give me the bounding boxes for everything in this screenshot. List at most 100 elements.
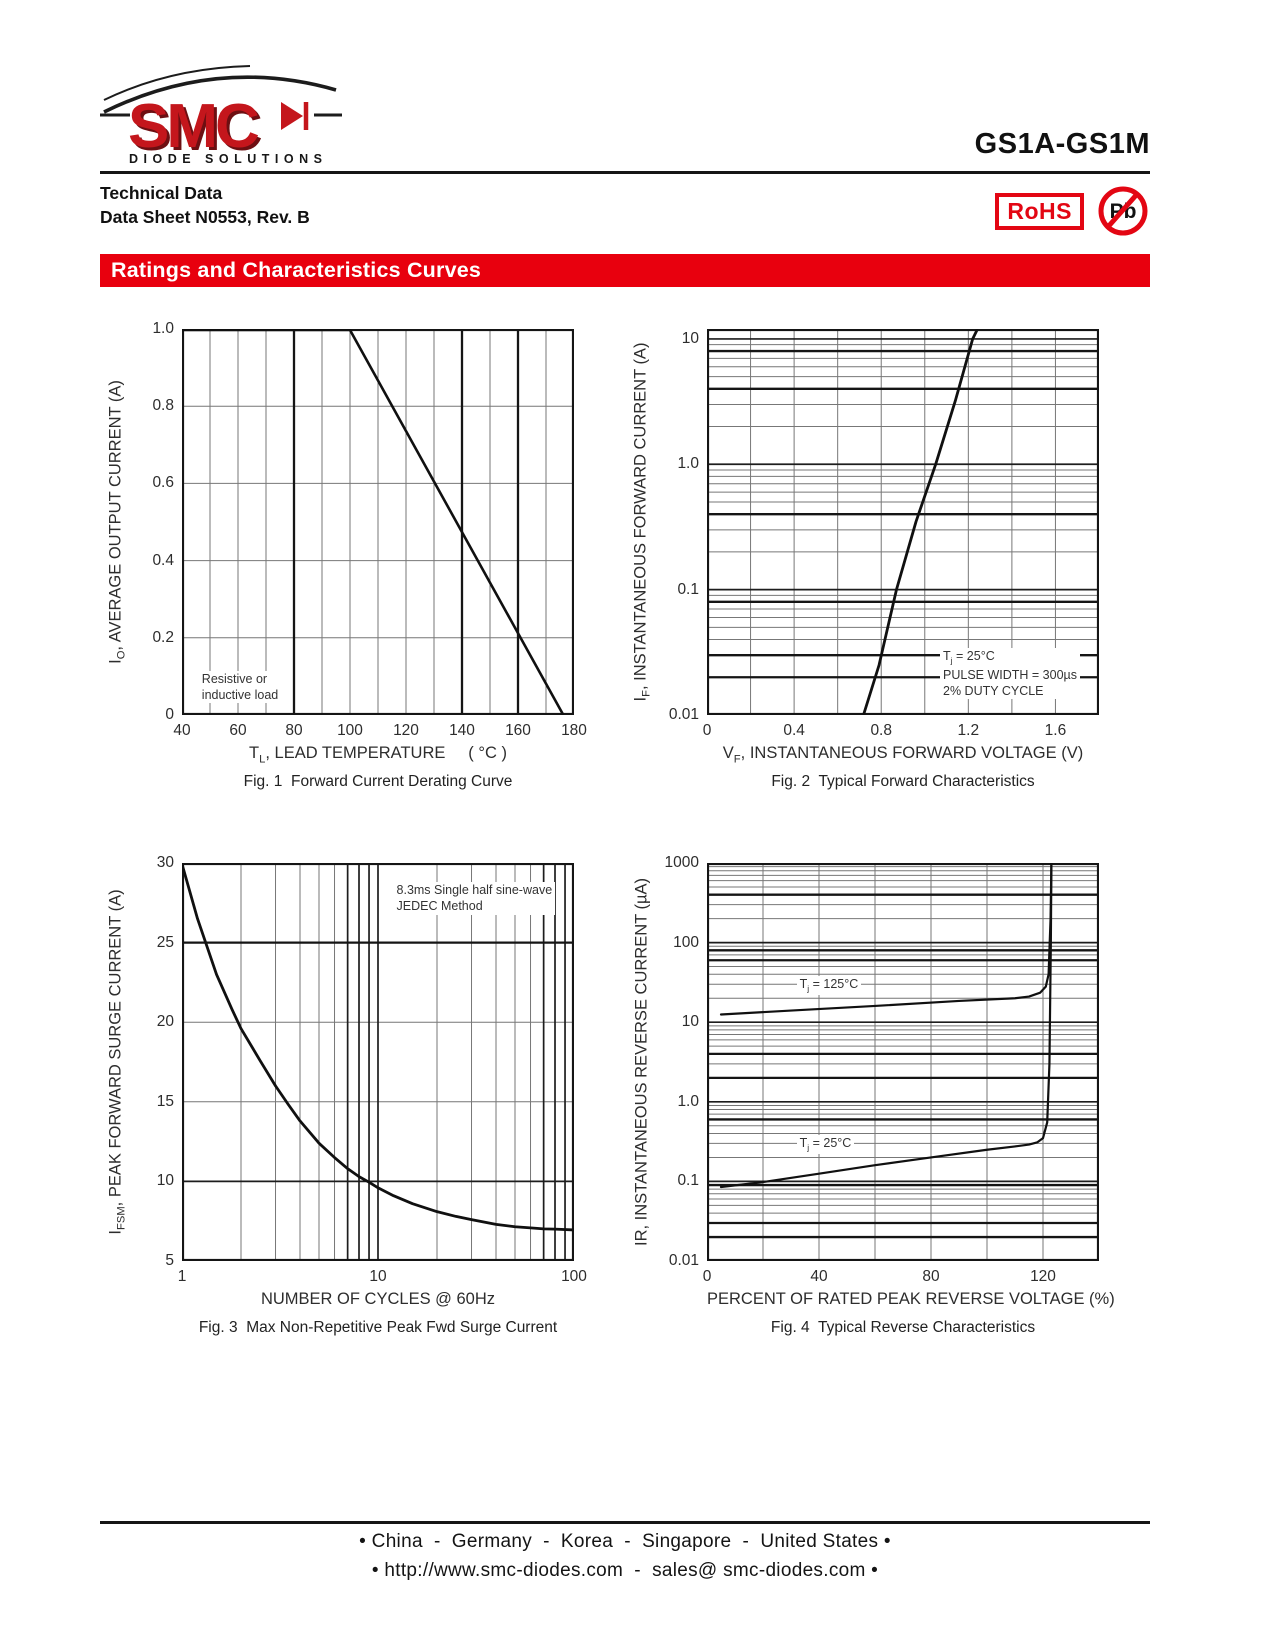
plot-area <box>182 329 574 715</box>
logo-swoosh-arc <box>103 75 337 114</box>
figure-2-forward-characteristics: IF, INSTANTANEOUS FORWARD CURRENT (A) 10… <box>625 329 1150 793</box>
y-tick-label: 0.01 <box>668 1252 699 1269</box>
x-tick-label: 180 <box>561 722 587 739</box>
figure-caption: Fig. 3 Max Non-Repetitive Peak Fwd Surge… <box>198 1319 558 1336</box>
y-tick-labels: 1000 100 10 1.0 0.1 0.01 <box>659 854 707 1269</box>
figure-caption: Fig. 2 Typical Forward Characteristics <box>771 773 1035 790</box>
x-tick-label: 80 <box>285 722 303 739</box>
x-tick-label: 100 <box>337 722 363 739</box>
logo-tagline: DIODE SOLUTIONS <box>129 152 327 164</box>
diode-symbol-icon <box>281 102 303 130</box>
x-tick-label: 0.8 <box>870 722 892 739</box>
y-axis-label-wrap: IFSM, PEAK FORWARD SURGE CURRENT (A) <box>100 863 134 1261</box>
y-tick-label: 20 <box>156 1013 174 1031</box>
x-axis-label: TL, LEAD TEMPERATURE ( °C ) <box>249 744 507 766</box>
logo-brand: SMC <box>128 92 259 161</box>
curve-derating <box>182 329 565 715</box>
plot-annotation: Tj = 125°C <box>796 976 862 995</box>
part-number: GS1A-GS1M <box>974 128 1150 160</box>
y-tick-label: 1.0 <box>677 1092 699 1110</box>
curve-Tj 25C reverse <box>719 863 1053 1189</box>
logo-swoosh-arc-2 <box>103 65 251 101</box>
y-axis-label-wrap: IF, INSTANTANEOUS FORWARD CURRENT (A) <box>625 329 659 715</box>
section-title-banner: Ratings and Characteristics Curves <box>100 254 1150 287</box>
x-axis-label: VF, INSTANTANEOUS FORWARD VOLTAGE (V) <box>722 744 1084 766</box>
x-tick-label: 40 <box>173 722 191 739</box>
y-tick-label: 10 <box>156 1172 174 1190</box>
y-axis-label: IO, AVERAGE OUTPUT CURRENT (A) <box>106 380 128 664</box>
x-tick-label: 60 <box>229 722 247 739</box>
pb-free-icon: Pb <box>1098 186 1148 236</box>
y-tick-label: 0.01 <box>668 706 699 723</box>
y-tick-labels: 30 25 20 15 10 5 <box>134 854 182 1269</box>
header-subrow: Technical Data Data Sheet N0553, Rev. B … <box>100 182 1150 238</box>
x-tick-label: 0 <box>702 1268 712 1285</box>
header: SMC SMC DIODE SOLUTIONS GS1A-GS1M <box>100 60 1150 174</box>
x-tick-label: 100 <box>561 1268 587 1285</box>
y-tick-label: 1.0 <box>152 320 174 337</box>
figure-caption: Fig. 1 Forward Current Derating Curve <box>243 773 513 790</box>
rohs-badge: RoHS <box>995 192 1084 230</box>
y-tick-label: 0.2 <box>152 628 174 646</box>
y-tick-label: 0.1 <box>677 580 699 598</box>
figure-3-surge-current: IFSM, PEAK FORWARD SURGE CURRENT (A) 30 2… <box>100 854 625 1339</box>
smc-logo: SMC SMC DIODE SOLUTIONS <box>100 60 342 169</box>
doc-meta: Technical Data Data Sheet N0553, Rev. B <box>100 182 310 229</box>
smc-logo-graphic: SMC SMC DIODE SOLUTIONS <box>100 65 342 166</box>
x-axis-label: PERCENT OF RATED PEAK REVERSE VOLTAGE (%… <box>707 1290 1115 1308</box>
compliance-badges: RoHS Pb <box>995 184 1150 238</box>
y-tick-labels: 10 1.0 0.1 0.01 <box>659 329 707 723</box>
y-tick-label: 15 <box>156 1092 174 1110</box>
footer-contact: • http://www.smc-diodes.com - sales@ smc… <box>371 1560 879 1581</box>
x-tick-label: 0 <box>702 722 712 739</box>
figures-grid: IO, AVERAGE OUTPUT CURRENT (A) 1.0 0.8 0.6… <box>100 320 1150 1339</box>
y-tick-label: 25 <box>156 933 174 951</box>
x-tick-label: 80 <box>922 1268 940 1285</box>
y-axis-label: IFSM, PEAK FORWARD SURGE CURRENT (A) <box>106 889 128 1235</box>
plot-svg <box>707 863 1099 1261</box>
plot-area <box>182 863 574 1261</box>
plot-wrap: Tj = 125°C Tj = 25°C <box>707 863 1150 1261</box>
y-tick-label: 30 <box>156 854 174 871</box>
y-axis-label: IR, INSTANTANEOUS REVERSE CURRENT (µA) <box>632 878 651 1246</box>
figure-1-derating-curve: IO, AVERAGE OUTPUT CURRENT (A) 1.0 0.8 0.6… <box>100 320 625 793</box>
x-tick-label: 160 <box>505 722 531 739</box>
y-axis-label-wrap: IR, INSTANTANEOUS REVERSE CURRENT (µA) <box>625 863 659 1261</box>
x-tick-labels: 1 10 100 <box>178 1261 587 1287</box>
y-tick-label: 10 <box>681 329 699 347</box>
x-tick-label: 0.4 <box>783 722 805 739</box>
plot-wrap: Resistive or inductive load <box>182 329 625 715</box>
figure-4-reverse-characteristics: IR, INSTANTANEOUS REVERSE CURRENT (µA) 1… <box>625 854 1150 1339</box>
plot-annotation: Tj = 25°C <box>796 1135 855 1154</box>
x-axis-label: NUMBER OF CYCLES @ 60Hz <box>260 1290 496 1308</box>
footer-divider <box>100 1521 1150 1524</box>
plot-wrap: 8.3ms Single half sine-wave JEDEC Method <box>182 863 625 1261</box>
curve-Tj 25C forward <box>862 329 979 715</box>
y-tick-label: 1.0 <box>677 455 699 473</box>
y-tick-label: 0.4 <box>152 551 174 569</box>
y-tick-label: 0.1 <box>677 1172 699 1190</box>
x-tick-label: 120 <box>1030 1268 1056 1285</box>
y-tick-labels: 1.0 0.8 0.6 0.4 0.2 0 <box>134 320 182 723</box>
curve-Tj 125C reverse <box>719 863 1053 1016</box>
y-tick-label: 5 <box>165 1252 174 1269</box>
plot-area <box>707 863 1099 1261</box>
doc-meta-line2: Data Sheet N0553, Rev. B <box>100 206 310 227</box>
y-tick-label: 100 <box>673 933 699 951</box>
y-tick-label: 10 <box>681 1013 699 1031</box>
x-tick-label: 40 <box>810 1268 828 1285</box>
footer-locations: • China - Germany - Korea - Singapore - … <box>359 1531 891 1552</box>
curve-surge <box>182 863 574 1232</box>
y-tick-label: 0.6 <box>152 474 174 492</box>
x-tick-label: 120 <box>393 722 419 739</box>
logo-brand-shadow: SMC <box>131 95 262 164</box>
plot-annotation: 8.3ms Single half sine-wave JEDEC Method <box>393 882 556 915</box>
x-tick-label: 10 <box>369 1268 387 1285</box>
x-tick-label: 1.6 <box>1044 722 1067 739</box>
plot-annotation: Tj = 25°C PULSE WIDTH = 300µs 2% DUTY CYCL… <box>940 648 1080 700</box>
x-tick-label: 1 <box>177 1268 187 1285</box>
plot-svg <box>182 329 574 715</box>
x-tick-labels: 0 40 80 120 <box>703 1261 1099 1287</box>
y-tick-label: 0 <box>165 706 174 723</box>
